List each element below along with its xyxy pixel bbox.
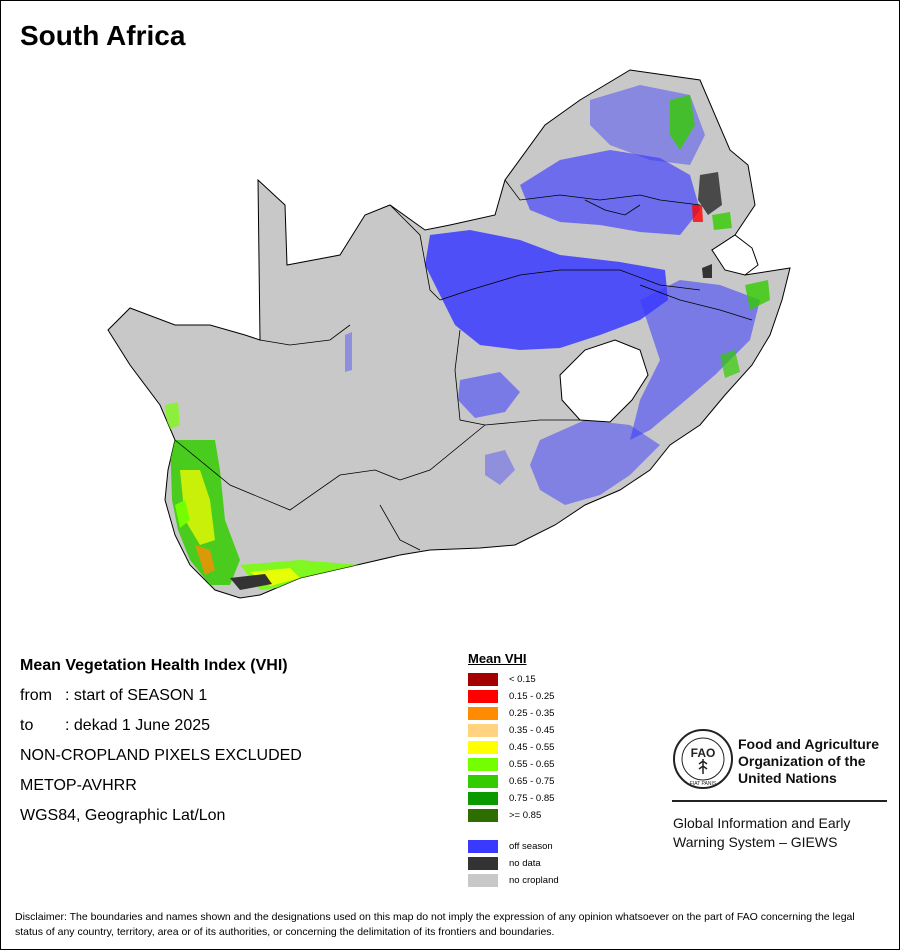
legend-class-row: 0.45 - 0.55 (468, 739, 559, 756)
province-boundaries (174, 179, 753, 551)
legend-label: 0.35 - 0.45 (509, 725, 555, 736)
eswatini (711, 234, 759, 276)
legend-swatch (468, 724, 498, 737)
legend-label: 0.75 - 0.85 (509, 793, 555, 804)
legend-title: Mean VHI (468, 651, 527, 666)
legend-label: < 0.15 (509, 674, 536, 685)
legend-label: >= 0.85 (509, 810, 542, 821)
to-label: to (20, 717, 34, 734)
projection-note: WGS84, Geographic Lat/Lon (20, 807, 226, 824)
fao-logo: FAO FIAT PANIS (673, 729, 733, 789)
off-season-cropland-area (345, 85, 760, 505)
divider (672, 800, 887, 802)
legend-classes: < 0.15 0.15 - 0.25 0.25 - 0.35 0.35 - 0.45 0… (468, 671, 559, 824)
legend-swatch (468, 758, 498, 771)
legend-class-row: 0.65 - 0.75 (468, 773, 559, 790)
legend-label: no cropland (509, 875, 559, 886)
legend-swatch (468, 809, 498, 822)
legend-class-row: 0.15 - 0.25 (468, 688, 559, 705)
fao-name-line2: Organization of the (738, 753, 866, 769)
giews-line1: Global Information and Early (673, 815, 851, 831)
to-value: : dekad 1 June 2025 (65, 717, 211, 734)
legend-class-row: 0.75 - 0.85 (468, 790, 559, 807)
legend-swatch (468, 775, 498, 788)
legend-label: 0.15 - 0.25 (509, 691, 555, 702)
fao-logo-text: FAO (691, 746, 716, 760)
fao-name: Food and Agriculture Organization of the… (738, 736, 879, 787)
legend-special: off season no data no cropland (468, 838, 559, 889)
legend-label: no data (509, 858, 541, 869)
fao-name-line1: Food and Agriculture (738, 736, 880, 752)
legend-swatch (468, 673, 498, 686)
legend-swatch (468, 792, 498, 805)
legend-swatch (468, 690, 498, 703)
from-label: from (20, 687, 52, 704)
map-title: South Africa (20, 20, 186, 51)
legend-label: 0.45 - 0.55 (509, 742, 555, 753)
legend-class-row: >= 0.85 (468, 807, 559, 824)
from-value: : start of SEASON 1 (65, 687, 208, 704)
map-info-block: Mean Vegetation Health Index (VHI) from:… (20, 656, 302, 836)
legend-special-row: no data (468, 855, 559, 872)
giews-name: Global Information and Early Warning Sys… (673, 814, 850, 852)
legend-class-row: < 0.15 (468, 671, 559, 688)
eastern-cropland-patches (670, 95, 770, 378)
fao-name-line3: United Nations (738, 770, 837, 786)
map-legend: Mean VHI < 0.15 0.15 - 0.25 0.25 - 0.35 0.3… (468, 651, 559, 889)
legend-special-row: off season (468, 838, 559, 855)
period-from: from : start of SEASON 1 (20, 686, 302, 716)
sensor-note: METOP-AVHRR (20, 777, 137, 794)
legend-swatch (468, 857, 498, 870)
giews-line2: Warning System – GIEWS (673, 834, 838, 850)
map-index-heading: Mean Vegetation Health Index (VHI) (20, 657, 288, 674)
vhi-map (107, 69, 791, 599)
legend-swatch (468, 707, 498, 720)
legend-label: 0.65 - 0.75 (509, 776, 555, 787)
period-to: to : dekad 1 June 2025 (20, 716, 302, 746)
fao-logo-motto: FIAT PANIS (690, 781, 717, 787)
legend-label: 0.55 - 0.65 (509, 759, 555, 770)
legend-class-row: 0.35 - 0.45 (468, 722, 559, 739)
legend-class-row: 0.55 - 0.65 (468, 756, 559, 773)
legend-swatch (468, 874, 498, 887)
disclaimer: Disclaimer: The boundaries and names sho… (15, 911, 855, 938)
legend-swatch (468, 741, 498, 754)
legend-label: 0.25 - 0.35 (509, 708, 555, 719)
exclusion-note: NON-CROPLAND PIXELS EXCLUDED (20, 747, 302, 764)
lesotho (559, 339, 649, 423)
legend-special-row: no cropland (468, 872, 559, 889)
legend-label: off season (509, 841, 553, 852)
legend-class-row: 0.25 - 0.35 (468, 705, 559, 722)
legend-swatch (468, 840, 498, 853)
